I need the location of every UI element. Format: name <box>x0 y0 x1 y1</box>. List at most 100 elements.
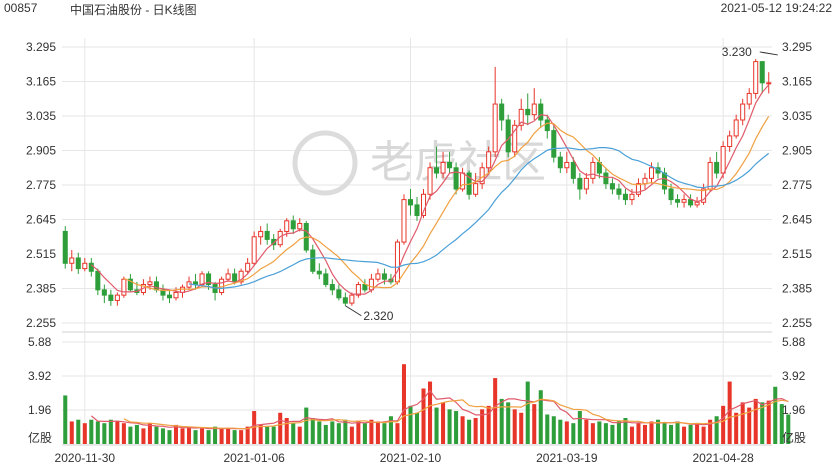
candle-body <box>701 188 707 203</box>
volume-bar <box>708 419 713 444</box>
y-tick-label-right: 2.385 <box>782 282 812 296</box>
volume-bar <box>95 421 100 444</box>
volume-bar <box>121 423 126 444</box>
candle-body <box>505 119 511 153</box>
candle-body <box>525 108 531 116</box>
candle-body <box>499 103 505 121</box>
candle-body <box>720 146 726 174</box>
candle-body <box>453 167 459 190</box>
volume-bar <box>89 419 94 444</box>
volume-bar <box>747 407 752 444</box>
volume-tick-label-left: 5.88 <box>28 335 52 349</box>
volume-bar <box>467 419 472 444</box>
volume-bar <box>317 421 322 444</box>
y-tick-label-left: 2.255 <box>26 316 56 330</box>
candle-body <box>310 249 316 272</box>
candle-body <box>355 284 361 296</box>
candle-body <box>733 119 739 137</box>
volume-bar <box>753 398 758 444</box>
volume-bar <box>421 388 426 444</box>
volume-bar <box>545 414 550 444</box>
candle-body <box>173 291 179 299</box>
volume-tick-label-right: 5.88 <box>782 335 806 349</box>
volume-bar <box>167 430 172 444</box>
volume-bar <box>669 424 674 444</box>
stock-code: 00857 <box>4 1 38 15</box>
ma5-line <box>90 84 770 295</box>
candle-body <box>583 177 589 190</box>
volume-bar <box>532 404 537 444</box>
y-tick-label-left: 2.905 <box>26 144 56 158</box>
candle-body <box>590 161 596 179</box>
candle-body <box>316 270 322 275</box>
volume-bar <box>180 428 185 444</box>
volume-bar <box>108 419 113 444</box>
volume-bar <box>721 405 726 444</box>
chart-title: 中国石油股份 - 日K线图 <box>70 3 197 17</box>
volume-bar <box>160 428 165 444</box>
candle-body <box>518 108 524 126</box>
volume-bar <box>147 423 152 444</box>
volume-bar <box>102 423 107 444</box>
candle-body <box>349 294 355 304</box>
candle-body <box>662 172 668 190</box>
volume-tick-label-right: 1.96 <box>782 403 806 417</box>
volume-bar <box>590 423 595 444</box>
volume-bar <box>395 423 400 444</box>
ma10-line <box>123 115 770 292</box>
candle-body <box>538 103 544 121</box>
volume-bar <box>414 412 420 444</box>
candle-body <box>492 103 498 153</box>
candle-body <box>544 119 550 132</box>
volume-bar <box>284 417 289 444</box>
volume-bar <box>193 430 198 444</box>
volume-tick-label-left: 1.96 <box>28 403 52 417</box>
y-tick-label-left: 2.385 <box>26 282 56 296</box>
volume-bar <box>362 423 367 444</box>
candle-body <box>62 230 68 264</box>
volume-bar <box>428 381 433 444</box>
candle-body <box>95 270 101 291</box>
candle-body <box>336 289 342 299</box>
volume-bar <box>232 430 237 444</box>
x-date-label: 2021-04-28 <box>692 451 754 465</box>
candle-body <box>609 183 615 190</box>
volume-bar <box>141 428 146 444</box>
candle-body <box>297 222 303 230</box>
candle-body <box>420 193 427 217</box>
volume-bar <box>265 426 270 444</box>
candle-body <box>766 82 772 85</box>
candle-body <box>512 124 518 153</box>
candle-body <box>746 92 752 105</box>
volume-bar <box>454 411 459 444</box>
volume-bar <box>779 404 784 444</box>
volume-bar <box>258 424 263 444</box>
volume-bar <box>558 419 563 444</box>
volume-bar <box>734 412 739 444</box>
high-marker-label: 3.230 <box>722 45 752 59</box>
volume-bar <box>636 423 641 444</box>
volume-bar <box>356 421 361 444</box>
y-tick-label-right: 3.165 <box>782 75 812 89</box>
volume-bar <box>82 423 87 444</box>
y-tick-label-left: 2.515 <box>26 247 56 261</box>
y-tick-label-right: 2.775 <box>782 178 812 192</box>
volume-bar <box>662 423 667 444</box>
y-tick-label-right: 2.255 <box>782 316 812 330</box>
volume-bar <box>655 419 661 444</box>
y-tick-label-left: 2.645 <box>26 213 56 227</box>
volume-bar <box>382 423 387 444</box>
candle-body <box>694 201 700 206</box>
y-tick-label-right: 2.645 <box>782 213 812 227</box>
chart-header: 00857 中国石油股份 - 日K线图 2021-05-12 19:24:22 <box>0 0 840 18</box>
y-tick-label-left: 3.165 <box>26 75 56 89</box>
volume-bar <box>460 416 465 444</box>
candle-body <box>473 183 479 195</box>
ma20-line <box>188 147 770 290</box>
volume-bar <box>616 421 621 444</box>
volume-bar <box>297 426 302 444</box>
candle-body <box>232 273 238 283</box>
candle-body <box>577 177 583 190</box>
candle-body <box>440 161 446 174</box>
volume-bar <box>701 426 706 444</box>
